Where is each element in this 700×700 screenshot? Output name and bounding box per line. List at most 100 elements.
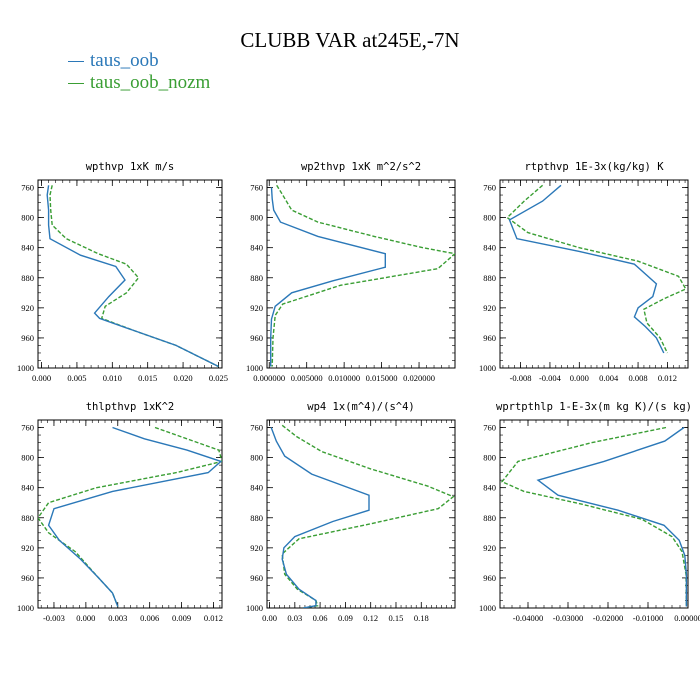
y-tick-label: 1000	[17, 363, 34, 373]
y-tick-label: 1000	[246, 603, 263, 613]
subplot-title: wp4 1x(m^4)/(s^4)	[307, 401, 414, 413]
y-tick-label: 920	[250, 543, 263, 553]
series-line-taus-oob-nozm	[506, 184, 687, 354]
y-tick-label: 760	[21, 423, 34, 433]
series-line-taus-oob-nozm	[271, 184, 455, 367]
x-tick-label: 0.06	[313, 613, 328, 623]
plot-frame	[37, 179, 223, 369]
x-tick-label: 0.12	[363, 613, 378, 623]
y-tick-label: 880	[250, 513, 263, 523]
y-tick-label: 960	[483, 573, 496, 583]
x-tick-label: 0.00	[262, 613, 277, 623]
series-line-taus-oob-nozm	[500, 426, 688, 607]
x-tick-label: 0.000	[570, 373, 589, 383]
series-line-taus-oob-nozm	[49, 185, 219, 368]
y-tick-label: 880	[483, 273, 496, 283]
x-tick-label: 0.008	[629, 373, 648, 383]
x-tick-label: 0.009	[172, 613, 191, 623]
series-line-taus-oob	[47, 426, 222, 607]
x-tick-label: 0.025	[209, 373, 228, 383]
y-tick-label: 920	[21, 303, 34, 313]
chart-title: CLUBB VAR at245E,-7N	[240, 28, 460, 52]
x-tick-label: -0.03000	[553, 613, 583, 623]
y-tick-label: 760	[250, 423, 263, 433]
legend-item-taus-oob: taus_oob	[68, 50, 159, 72]
series-line-taus-oob	[508, 184, 665, 354]
subplot-5: wp4 1x(m^4)/(s^4)76080084088092096010000…	[246, 401, 456, 623]
x-tick-label: -0.02000	[593, 613, 623, 623]
subplot-6: wprtpthlp 1-E-3x(m kg K)/(s kg)760 800 840…	[479, 401, 700, 623]
plot-frame	[499, 179, 689, 369]
series-line-taus-oob-nozm	[38, 426, 222, 607]
y-tick-label: 800	[483, 213, 496, 223]
y-tick-label: 1000	[17, 603, 34, 613]
subplot-1: wpthvp 1xK m/s76080084088092096010000.00…	[17, 161, 228, 383]
x-tick-label: 0.015	[138, 373, 157, 383]
plot-frame	[37, 419, 223, 609]
x-tick-label: -0.003	[43, 613, 65, 623]
x-tick-label: 0.18	[414, 613, 429, 623]
y-tick-label: 960	[250, 333, 263, 343]
legend-label: taus_oob_nozm	[90, 72, 211, 93]
y-tick-label: 880	[483, 513, 496, 523]
x-tick-label: 0.020	[174, 373, 193, 383]
subplot-2: wp2thvp 1xK m^2/s^2 760 800 840 880 920 960 100…	[246, 161, 456, 383]
x-tick-label: 0.012	[658, 373, 677, 383]
x-tick-label: 0.005	[67, 373, 86, 383]
y-tick-label: 840	[21, 243, 34, 253]
y-tick-label: 800	[21, 213, 34, 223]
x-tick-label: 0.012	[204, 613, 223, 623]
x-tick-label: 0.000	[32, 373, 51, 383]
plot-frame	[266, 419, 456, 609]
y-tick-label: 1000	[246, 363, 263, 373]
x-tick-label: 0.015000	[366, 373, 398, 383]
x-tick-label: -0.008	[510, 373, 532, 383]
x-tick-label: 0.000	[76, 613, 95, 623]
y-tick-label: 840	[250, 243, 263, 253]
y-tick-label: 1000	[479, 363, 496, 373]
x-tick-label: -0.01000	[633, 613, 663, 623]
y-tick-label: 920	[483, 303, 496, 313]
y-tick-label: 880	[21, 273, 34, 283]
x-tick-label: 0.00000	[674, 613, 700, 623]
y-tick-label: 840	[483, 483, 496, 493]
subplot-title: thlpthvp 1xK^2	[86, 401, 175, 413]
subplot-title: wp2thvp 1xK m^2/s^2	[301, 161, 421, 173]
y-tick-label: 840	[21, 483, 34, 493]
plot-frame	[266, 179, 456, 369]
y-tick-label: 960	[21, 333, 34, 343]
subplot-title: wprtpthlp 1-E-3x(m kg K)/(s kg)	[496, 401, 692, 413]
y-tick-label: 760	[483, 183, 496, 193]
x-tick-label: 0.010	[103, 373, 122, 383]
y-tick-label: 1000	[479, 603, 496, 613]
subplot-title: rtpthvp 1E-3x(kg/kg) K	[524, 161, 664, 173]
legend-label: taus_oob	[90, 50, 159, 71]
y-tick-label: 960	[250, 573, 263, 583]
x-tick-label: -0.04000	[513, 613, 543, 623]
subplot-title: wpthvp 1xK m/s	[86, 161, 175, 173]
y-tick-label: 920	[483, 543, 496, 553]
y-tick-label: 880	[21, 513, 34, 523]
y-tick-label: 840	[250, 483, 263, 493]
legend-item-taus-oob-nozm: taus_oob_nozm	[68, 72, 210, 94]
y-tick-label: 840	[483, 243, 496, 253]
series-line-taus-oob	[46, 185, 219, 368]
y-tick-label: 920	[21, 543, 34, 553]
x-tick-label: 0.003	[108, 613, 127, 623]
series-line-taus-oob-nozm	[281, 424, 455, 608]
y-tick-label: 800	[250, 453, 263, 463]
series-line-taus-oob	[270, 427, 370, 608]
plot-frame	[499, 419, 689, 609]
x-tick-label: 0.09	[338, 613, 353, 623]
x-tick-label: 0.000000	[253, 373, 285, 383]
x-tick-label: 0.004	[599, 373, 619, 383]
x-tick-label: -0.004	[539, 373, 562, 383]
series-line-taus-oob	[536, 426, 688, 607]
y-tick-label: 960	[21, 573, 34, 583]
x-tick-label: 0.006	[140, 613, 159, 623]
y-tick-label: 760	[483, 423, 496, 433]
subplot-3: rtpthvp 1E-3x(kg/kg) K 760 800 840 880 920 960…	[479, 161, 689, 383]
x-tick-label: 0.005000	[291, 373, 323, 383]
y-tick-label: 760	[21, 183, 34, 193]
